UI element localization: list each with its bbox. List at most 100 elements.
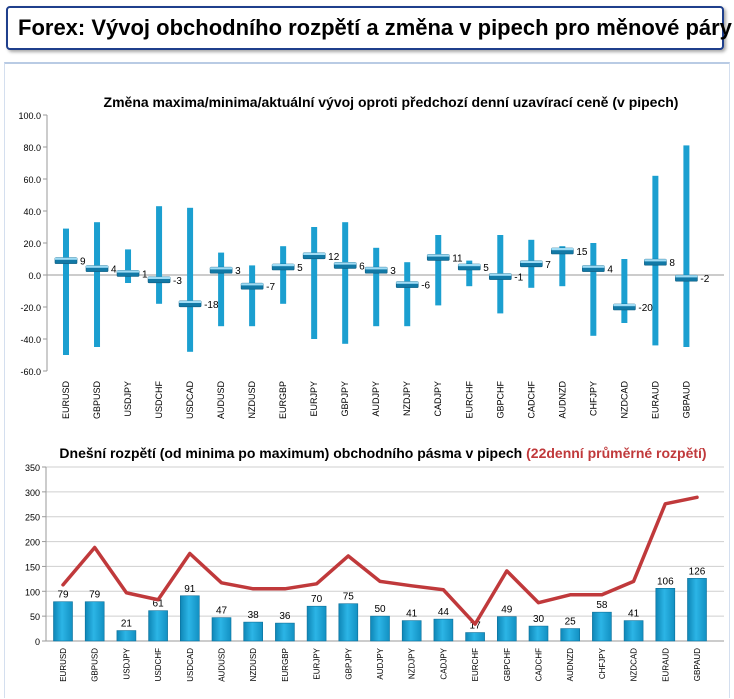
- chart1-data-label: 4: [111, 265, 117, 276]
- chart2-data-label: 47: [216, 606, 228, 617]
- chart1-data-label: 4: [607, 265, 613, 276]
- chart1-range-bar: [63, 228, 69, 355]
- chart1-current-marker-highlight: [613, 304, 636, 307]
- chart1-x-tick-label: AUDNZD: [557, 381, 567, 419]
- chart1-x-tick-label: EURCHF: [464, 380, 474, 418]
- chart1-x-tick-label: USDCHF: [154, 380, 164, 418]
- chart1-data-label: 6: [359, 261, 365, 272]
- chart1-y-tick-label: 40.0: [23, 207, 41, 217]
- chart1-current-marker-highlight: [644, 259, 667, 262]
- chart2-data-label: 36: [279, 611, 291, 622]
- chart2-y-tick-label: 100: [25, 587, 40, 597]
- chart2-bar: [465, 632, 485, 642]
- chart2-data-label: 75: [343, 592, 355, 603]
- chart1-range-bar: [621, 259, 628, 323]
- chart2-bar: [655, 588, 676, 642]
- chart2-bar: [180, 595, 200, 642]
- chart1-y-tick-label: -20.0: [20, 303, 41, 313]
- chart2-bar: [687, 578, 707, 642]
- chart2-bar: [401, 620, 422, 642]
- chart1-current-marker-highlight: [427, 254, 450, 257]
- chart1-current-marker-highlight: [489, 273, 512, 276]
- chart1-x-tick-label: USDCAD: [185, 381, 195, 420]
- chart1-x-tick-label: EURJPY: [309, 381, 319, 417]
- chart2-x-tick-label: AUDNZD: [566, 648, 575, 682]
- chart2-x-tick-label: EURGBP: [281, 648, 290, 682]
- chart1-x-tick-label: EURUSD: [61, 381, 71, 420]
- chart2-bar: [623, 620, 644, 642]
- chart2-bar: [116, 630, 137, 642]
- chart1-range-bar: [311, 227, 318, 339]
- chart2-data-label: 21: [121, 619, 133, 630]
- chart1-current-marker-highlight: [303, 252, 326, 255]
- chart2-data-label: 41: [628, 609, 640, 620]
- chart2-data-label: 50: [374, 604, 386, 615]
- chart1-x-tick-label: NZDCAD: [619, 381, 629, 419]
- chart2-title: Dnešní rozpětí (od minima po maximum) ob…: [59, 445, 706, 461]
- chart1-data-label: -3: [173, 276, 182, 287]
- chart2-data-label: 79: [89, 590, 101, 601]
- chart2-data-label: 79: [57, 590, 69, 601]
- chart2-x-tick-label: GBPJPY: [344, 647, 353, 679]
- chart1-y-tick-label: 0.0: [28, 271, 41, 281]
- chart2-bar: [433, 618, 454, 642]
- chart1-range-bar: [94, 222, 101, 347]
- chart2-bar: [560, 628, 581, 642]
- chart2-data-label: 58: [596, 600, 608, 611]
- chart1-current-marker-highlight: [334, 262, 357, 265]
- chart1-range-bar: [435, 235, 442, 306]
- chart1-x-tick-label: CHFJPY: [588, 381, 598, 416]
- chart1-range-bar: [125, 249, 132, 283]
- chart1-current-marker-highlight: [675, 275, 698, 278]
- chart2-x-tick-label: GBPCHF: [503, 648, 512, 681]
- chart2-x-tick-label: USDCAD: [186, 648, 195, 682]
- chart1-current-marker-highlight: [365, 267, 388, 270]
- chart1-range-bar: [373, 247, 380, 327]
- chart1-data-label: -20: [638, 303, 653, 314]
- chart1-data-label: -7: [266, 282, 275, 293]
- chart2-data-label: 30: [533, 614, 545, 625]
- chart2-bar: [592, 611, 612, 642]
- chart2-x-tick-label: NZDJPY: [408, 647, 417, 679]
- chart1-current-marker-highlight: [582, 265, 605, 268]
- chart1-x-tick-label: GBPCHF: [495, 381, 505, 419]
- chart1-y-tick-label: 100.0: [18, 111, 41, 121]
- chart1-range-bar: [187, 207, 194, 352]
- chart1-data-label: 12: [328, 252, 340, 263]
- chart1-current-marker-highlight: [148, 276, 171, 279]
- chart2-title-main: Dnešní rozpětí (od minima po maximum) ob…: [59, 445, 526, 461]
- chart2-data-label: 126: [689, 566, 706, 577]
- chart2-bar: [306, 605, 327, 642]
- chart2-x-tick-label: USDJPY: [122, 647, 131, 679]
- chart1-current-marker-highlight: [520, 260, 543, 263]
- chart1-data-label: -1: [514, 273, 523, 284]
- charts-panel: [4, 62, 730, 698]
- chart2-y-tick-label: 200: [25, 538, 40, 548]
- chart2-bar: [528, 625, 549, 642]
- chart1-range-bar: [156, 206, 163, 304]
- chart2-data-label: 106: [657, 576, 674, 587]
- chart1-current-marker-highlight: [396, 281, 419, 284]
- chart1-data-label: 5: [297, 263, 303, 274]
- chart2-bar: [84, 601, 105, 642]
- chart2-data-label: 61: [153, 599, 165, 610]
- chart2-y-tick-label: 150: [25, 562, 40, 572]
- chart1-x-tick-label: NZDUSD: [247, 381, 257, 419]
- chart2-average-line: [61, 495, 699, 626]
- chart2-x-tick-label: GBPUSD: [91, 648, 100, 682]
- chart1-x-tick-label: GBPUSD: [92, 381, 102, 420]
- chart1-x-tick-label: CADCHF: [526, 380, 536, 418]
- chart2-x-tick-label: AUDJPY: [376, 647, 385, 679]
- chart1-range-bar: [280, 246, 287, 304]
- chart1-range-bar: [342, 222, 349, 344]
- chart1-current-marker-highlight: [241, 283, 264, 286]
- chart1-range-bar: [466, 260, 473, 287]
- chart2-bar: [275, 622, 295, 642]
- chart2-x-tick-label: CADJPY: [439, 647, 448, 679]
- chart1-current-marker-highlight: [55, 257, 77, 260]
- chart2-data-label: 49: [501, 605, 513, 616]
- chart1-range-bar: [683, 145, 690, 347]
- chart2-x-tick-label: EURAUD: [661, 648, 670, 682]
- chart1-data-label: 8: [669, 258, 675, 269]
